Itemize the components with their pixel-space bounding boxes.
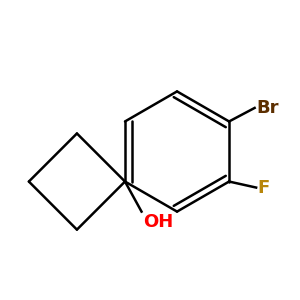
Text: F: F: [258, 178, 270, 196]
Text: OH: OH: [143, 213, 173, 231]
Text: Br: Br: [256, 99, 279, 117]
